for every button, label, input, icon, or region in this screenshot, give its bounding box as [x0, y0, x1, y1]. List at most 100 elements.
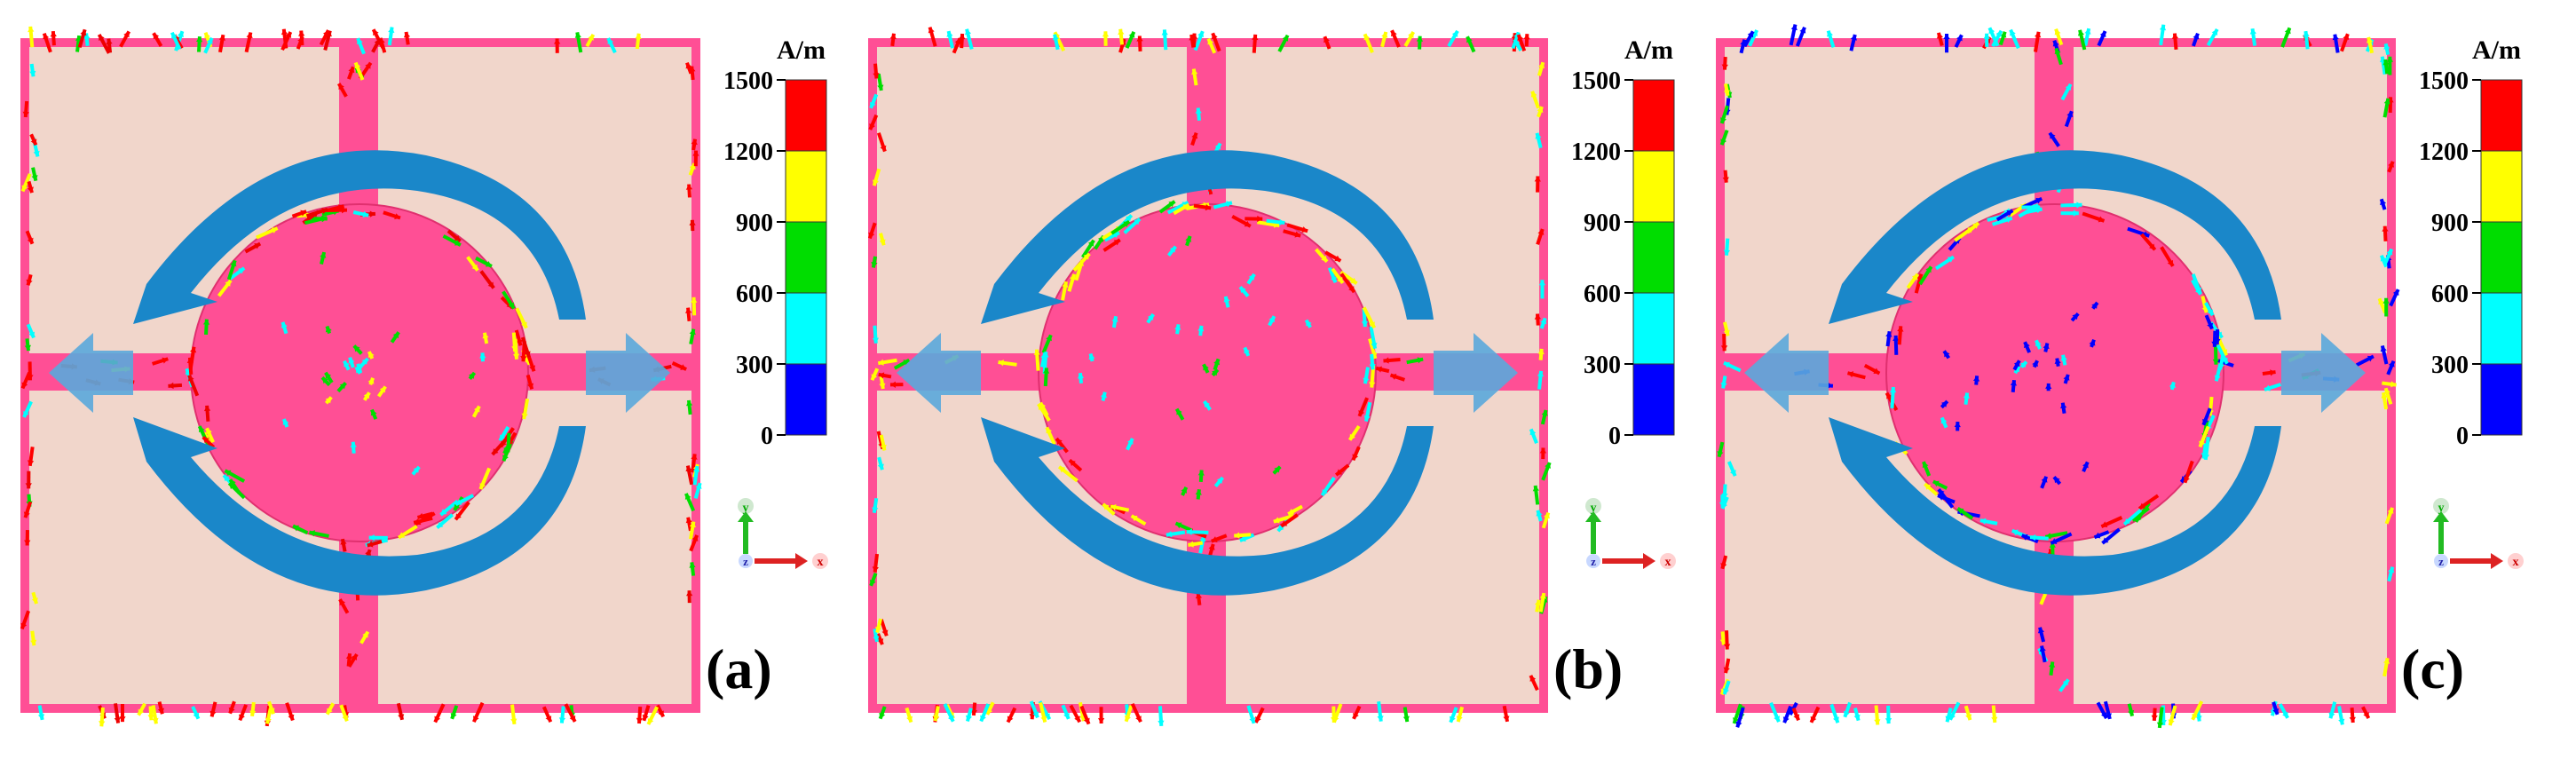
colorbar-unit-label: A/m [1624, 36, 1673, 65]
current-vector-glyph [319, 29, 330, 46]
current-vector-glyph [2058, 678, 2070, 692]
colorbar-band [2480, 79, 2523, 152]
y-axis-arrowhead [2433, 511, 2449, 522]
current-vector-glyph [1889, 386, 1897, 409]
current-vector-glyph [691, 296, 698, 316]
current-vector-glyph [1769, 701, 1781, 723]
current-vector-glyph [1389, 373, 1406, 382]
current-vector-glyph [1541, 511, 1551, 529]
current-vector-glyph [2192, 32, 2200, 47]
current-vector-glyph [1323, 36, 1331, 50]
current-vector-glyph [2044, 531, 2068, 540]
flow-arrow-right [2281, 333, 2366, 413]
current-vector-glyph [26, 323, 36, 339]
current-vector-glyph [1532, 485, 1540, 505]
current-vector-glyph [1197, 325, 1205, 336]
current-vector-glyph [209, 701, 217, 717]
current-vector-glyph [202, 319, 210, 336]
current-vector-glyph [309, 530, 329, 538]
current-vector-glyph [2383, 248, 2394, 265]
current-vector-glyph [24, 338, 31, 352]
current-vector-glyph [436, 513, 454, 530]
current-vector-glyph [1538, 280, 1546, 299]
current-vector-glyph [1536, 228, 1545, 245]
flow-arrows [49, 333, 670, 413]
current-vector-glyph [878, 372, 892, 379]
current-vector-glyph [1723, 238, 1731, 256]
unit-cell [1716, 38, 2396, 713]
current-vector-glyph [1352, 705, 1362, 720]
current-vector-glyph [367, 377, 375, 386]
current-vector-glyph [24, 530, 31, 546]
current-vector-glyph [1081, 239, 1095, 258]
current-vector-glyph [1211, 534, 1228, 543]
current-vector-glyph [691, 138, 698, 151]
current-vector-glyph [684, 493, 696, 512]
z-axis-badge [2434, 554, 2448, 568]
colorbar-band [1632, 292, 1675, 365]
current-vector-glyph [203, 405, 211, 422]
current-vector-glyph [1537, 106, 1544, 118]
current-vector-glyph [585, 33, 596, 48]
current-vector-glyph [558, 706, 566, 723]
current-vector-glyph [1280, 513, 1299, 528]
current-vector-glyph [281, 321, 288, 335]
current-vector-glyph [1320, 476, 1336, 497]
current-vector-glyph [1795, 27, 1806, 47]
current-vector-glyph [324, 371, 334, 384]
current-vector-glyph [1853, 707, 1861, 722]
colorbar-tick-label: 1200 [723, 138, 773, 166]
current-vector-glyph [1077, 372, 1085, 383]
current-vector-glyph [1406, 357, 1424, 365]
current-vector-glyph [1826, 30, 1836, 48]
current-vector-glyph [2097, 30, 2107, 47]
current-vector-glyph [1403, 30, 1416, 48]
current-vector-glyph [1327, 266, 1338, 283]
current-vector-glyph [339, 704, 349, 723]
current-vector-glyph [2082, 461, 2090, 472]
current-vector-glyph [347, 652, 359, 668]
current-vector-glyph [99, 707, 106, 727]
current-vector-glyph [1540, 409, 1548, 425]
current-vector-glyph [472, 701, 485, 723]
current-vector-glyph [689, 328, 696, 345]
current-vector-glyph [2060, 83, 2073, 101]
current-vector-glyph [979, 703, 991, 723]
current-vector-glyph [2021, 203, 2041, 211]
colorbar-band [1632, 150, 1675, 223]
current-vector-glyph [2093, 530, 2110, 540]
current-vector-glyph [2032, 360, 2039, 368]
current-vector-glyph [31, 591, 38, 605]
current-vector-glyph [2054, 358, 2061, 368]
current-vector-glyph [1530, 91, 1540, 109]
current-vector-glyph [1052, 34, 1060, 51]
current-vector-glyph [353, 61, 365, 81]
current-vector-glyph [2156, 707, 2164, 729]
y-axis-arrowhead [1585, 511, 1601, 522]
current-vector-glyph [2389, 289, 2400, 307]
x-axis-label: x [818, 556, 824, 569]
x-axis-arrow [1602, 558, 1647, 564]
current-vector-glyph [188, 346, 197, 370]
current-vector-glyph [1166, 245, 1178, 257]
current-vector-glyph [228, 266, 246, 281]
current-vector-glyph [2052, 476, 2062, 486]
current-vector-glyph [249, 701, 257, 717]
current-vector-glyph [1539, 447, 1547, 460]
current-vector-glyph [482, 332, 489, 344]
current-vector-glyph [689, 66, 696, 81]
current-vector-glyph [1846, 371, 1866, 380]
current-vector-glyph [450, 705, 459, 720]
current-vector-glyph [454, 501, 470, 521]
current-vector-glyph [606, 37, 617, 54]
current-vector-glyph [1956, 507, 1974, 520]
colorbar-tick-label: 1500 [1571, 67, 1621, 95]
current-vector-glyph [2083, 28, 2091, 46]
current-vector-glyph [439, 499, 459, 517]
current-vector-glyph [26, 273, 33, 286]
current-vector-glyph [119, 30, 131, 48]
colorbar-unit-label: A/m [2472, 36, 2521, 65]
current-vector-glyph [1948, 701, 1961, 721]
current-vector-glyph [2201, 407, 2212, 426]
